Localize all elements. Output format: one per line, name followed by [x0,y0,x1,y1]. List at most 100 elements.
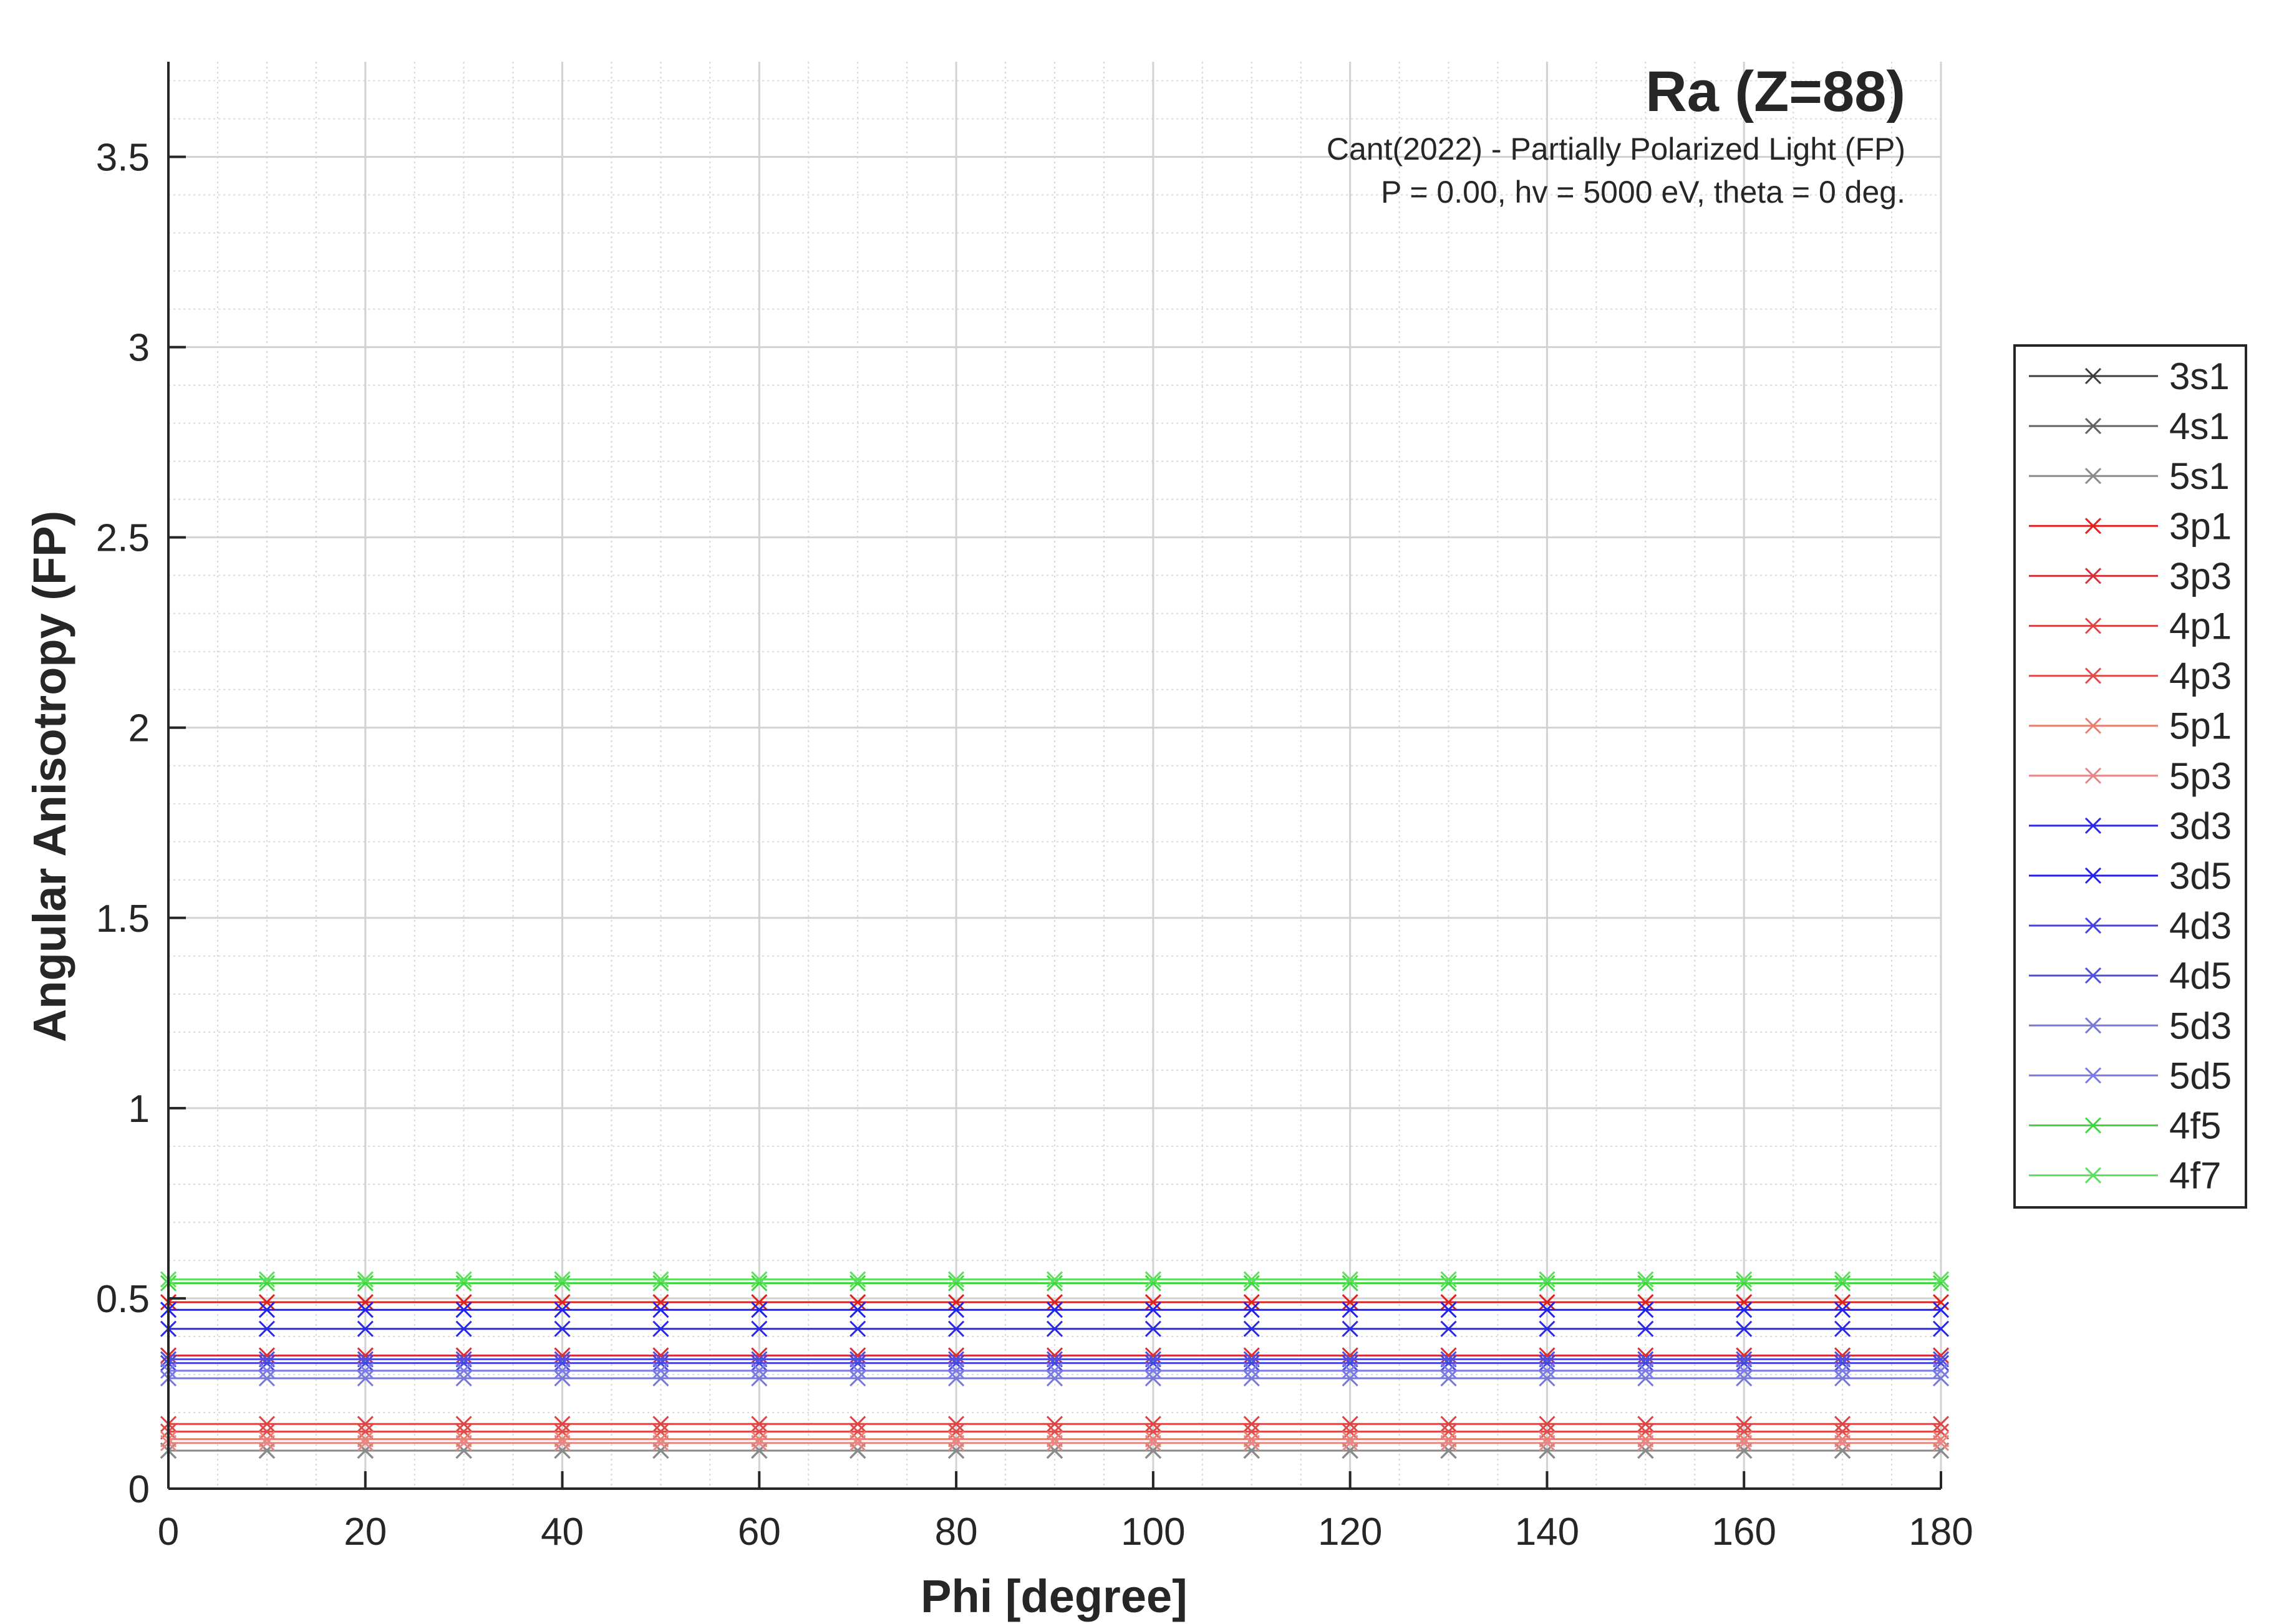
data-point [1834,1416,1851,1433]
legend-marker [2084,518,2102,534]
data-point [357,1302,374,1318]
series-3d3 [160,1320,1950,1337]
data-point [1736,1302,1753,1318]
data-point [1539,1362,1556,1379]
data-point [455,1370,472,1387]
data-point [1046,1275,1063,1292]
data-point [1932,1351,1950,1368]
data-point [1637,1347,1654,1364]
data-point [1243,1434,1260,1451]
data-point [1539,1351,1556,1368]
legend-item-5p3: 5p3 [2029,755,2232,797]
chart-title: Ra (Z=88) [1645,60,1905,123]
data-point [554,1423,571,1440]
data-point [1736,1271,1753,1288]
x-ticks: 0 20 40 60 80 100 120 140 160 180 [158,1471,1973,1554]
data-point [948,1275,965,1292]
data-point [1736,1362,1753,1379]
data-point [1736,1370,1753,1387]
y-tick-label: 3 [128,327,150,370]
data-point [1243,1442,1260,1459]
data-point [1834,1355,1851,1371]
legend-label: 3d5 [2169,855,2232,897]
data-point [554,1355,571,1371]
data-point [1539,1434,1556,1451]
legend-item-5s1: 5s1 [2029,455,2230,497]
chart-subtitle-line-1: Cant(2022) - Partially Polarized Light (… [1327,132,1905,167]
series-4d5 [160,1351,1950,1368]
data-point [849,1416,866,1433]
data-point [1243,1431,1260,1448]
data-point [554,1320,571,1337]
data-point [1539,1431,1556,1448]
data-point [258,1370,275,1387]
data-point [1834,1362,1851,1379]
data-point [849,1355,866,1371]
series-5s1 [160,1442,1950,1459]
data-point [948,1293,965,1311]
data-point [751,1416,768,1433]
data-point [258,1302,275,1318]
series-layer [160,1271,1950,1459]
data-point [1144,1293,1161,1311]
data-point [357,1355,374,1371]
data-point [1736,1431,1753,1448]
data-point [652,1431,669,1448]
data-point [1440,1362,1457,1379]
data-point [357,1275,374,1292]
data-point [751,1362,768,1379]
data-point [1932,1442,1950,1459]
data-point [1243,1351,1260,1368]
data-point [751,1431,768,1448]
data-point [1046,1351,1063,1368]
data-point [1440,1442,1457,1459]
data-point [1834,1271,1851,1288]
data-point [1440,1320,1457,1337]
legend-label: 5d3 [2169,1005,2232,1046]
data-point [1932,1423,1950,1440]
y-tick-label: 1 [128,1088,150,1131]
data-point [1046,1416,1063,1433]
data-point [1342,1434,1358,1451]
legend-label: 4f7 [2169,1155,2221,1197]
data-point [1932,1347,1950,1364]
data-point [357,1271,374,1288]
data-point [652,1293,669,1311]
x-tick-label: 140 [1515,1510,1579,1554]
x-tick-label: 40 [541,1510,584,1554]
legend-item-4f7: 4f7 [2029,1155,2221,1197]
legend-item-5d3: 5d3 [2029,1005,2232,1046]
data-point [849,1442,866,1459]
data-point [1046,1370,1063,1387]
major-grid [168,62,1942,1489]
data-point [1932,1431,1950,1448]
legend-marker [2084,418,2102,435]
data-point [1342,1431,1358,1448]
data-point [1539,1423,1556,1440]
data-point [1637,1431,1654,1448]
data-point [258,1271,275,1288]
data-point [1932,1434,1950,1451]
data-point [1539,1293,1556,1311]
series-5p3 [160,1434,1950,1451]
legend-label: 4p1 [2169,606,2232,647]
legend-marker [2084,367,2102,385]
data-point [849,1370,866,1387]
data-point [652,1347,669,1364]
y-axis-label: Angular Anisotropy (FP) [24,511,75,1042]
x-tick-label: 100 [1121,1510,1185,1554]
legend-item-5p1: 5p1 [2029,705,2232,747]
data-point [357,1351,374,1368]
data-point [258,1423,275,1440]
data-point [849,1434,866,1451]
y-ticks: 0 0.5 1 1.5 2 2.5 3 3.5 [96,137,186,1511]
data-point [1932,1302,1950,1318]
data-point [948,1423,965,1440]
data-point [554,1275,571,1292]
legend-label: 3p1 [2169,505,2232,547]
legend-item-3s1: 3s1 [2029,355,2230,397]
legend-marker [2084,767,2102,784]
data-point [1144,1362,1161,1379]
data-point [1539,1320,1556,1337]
